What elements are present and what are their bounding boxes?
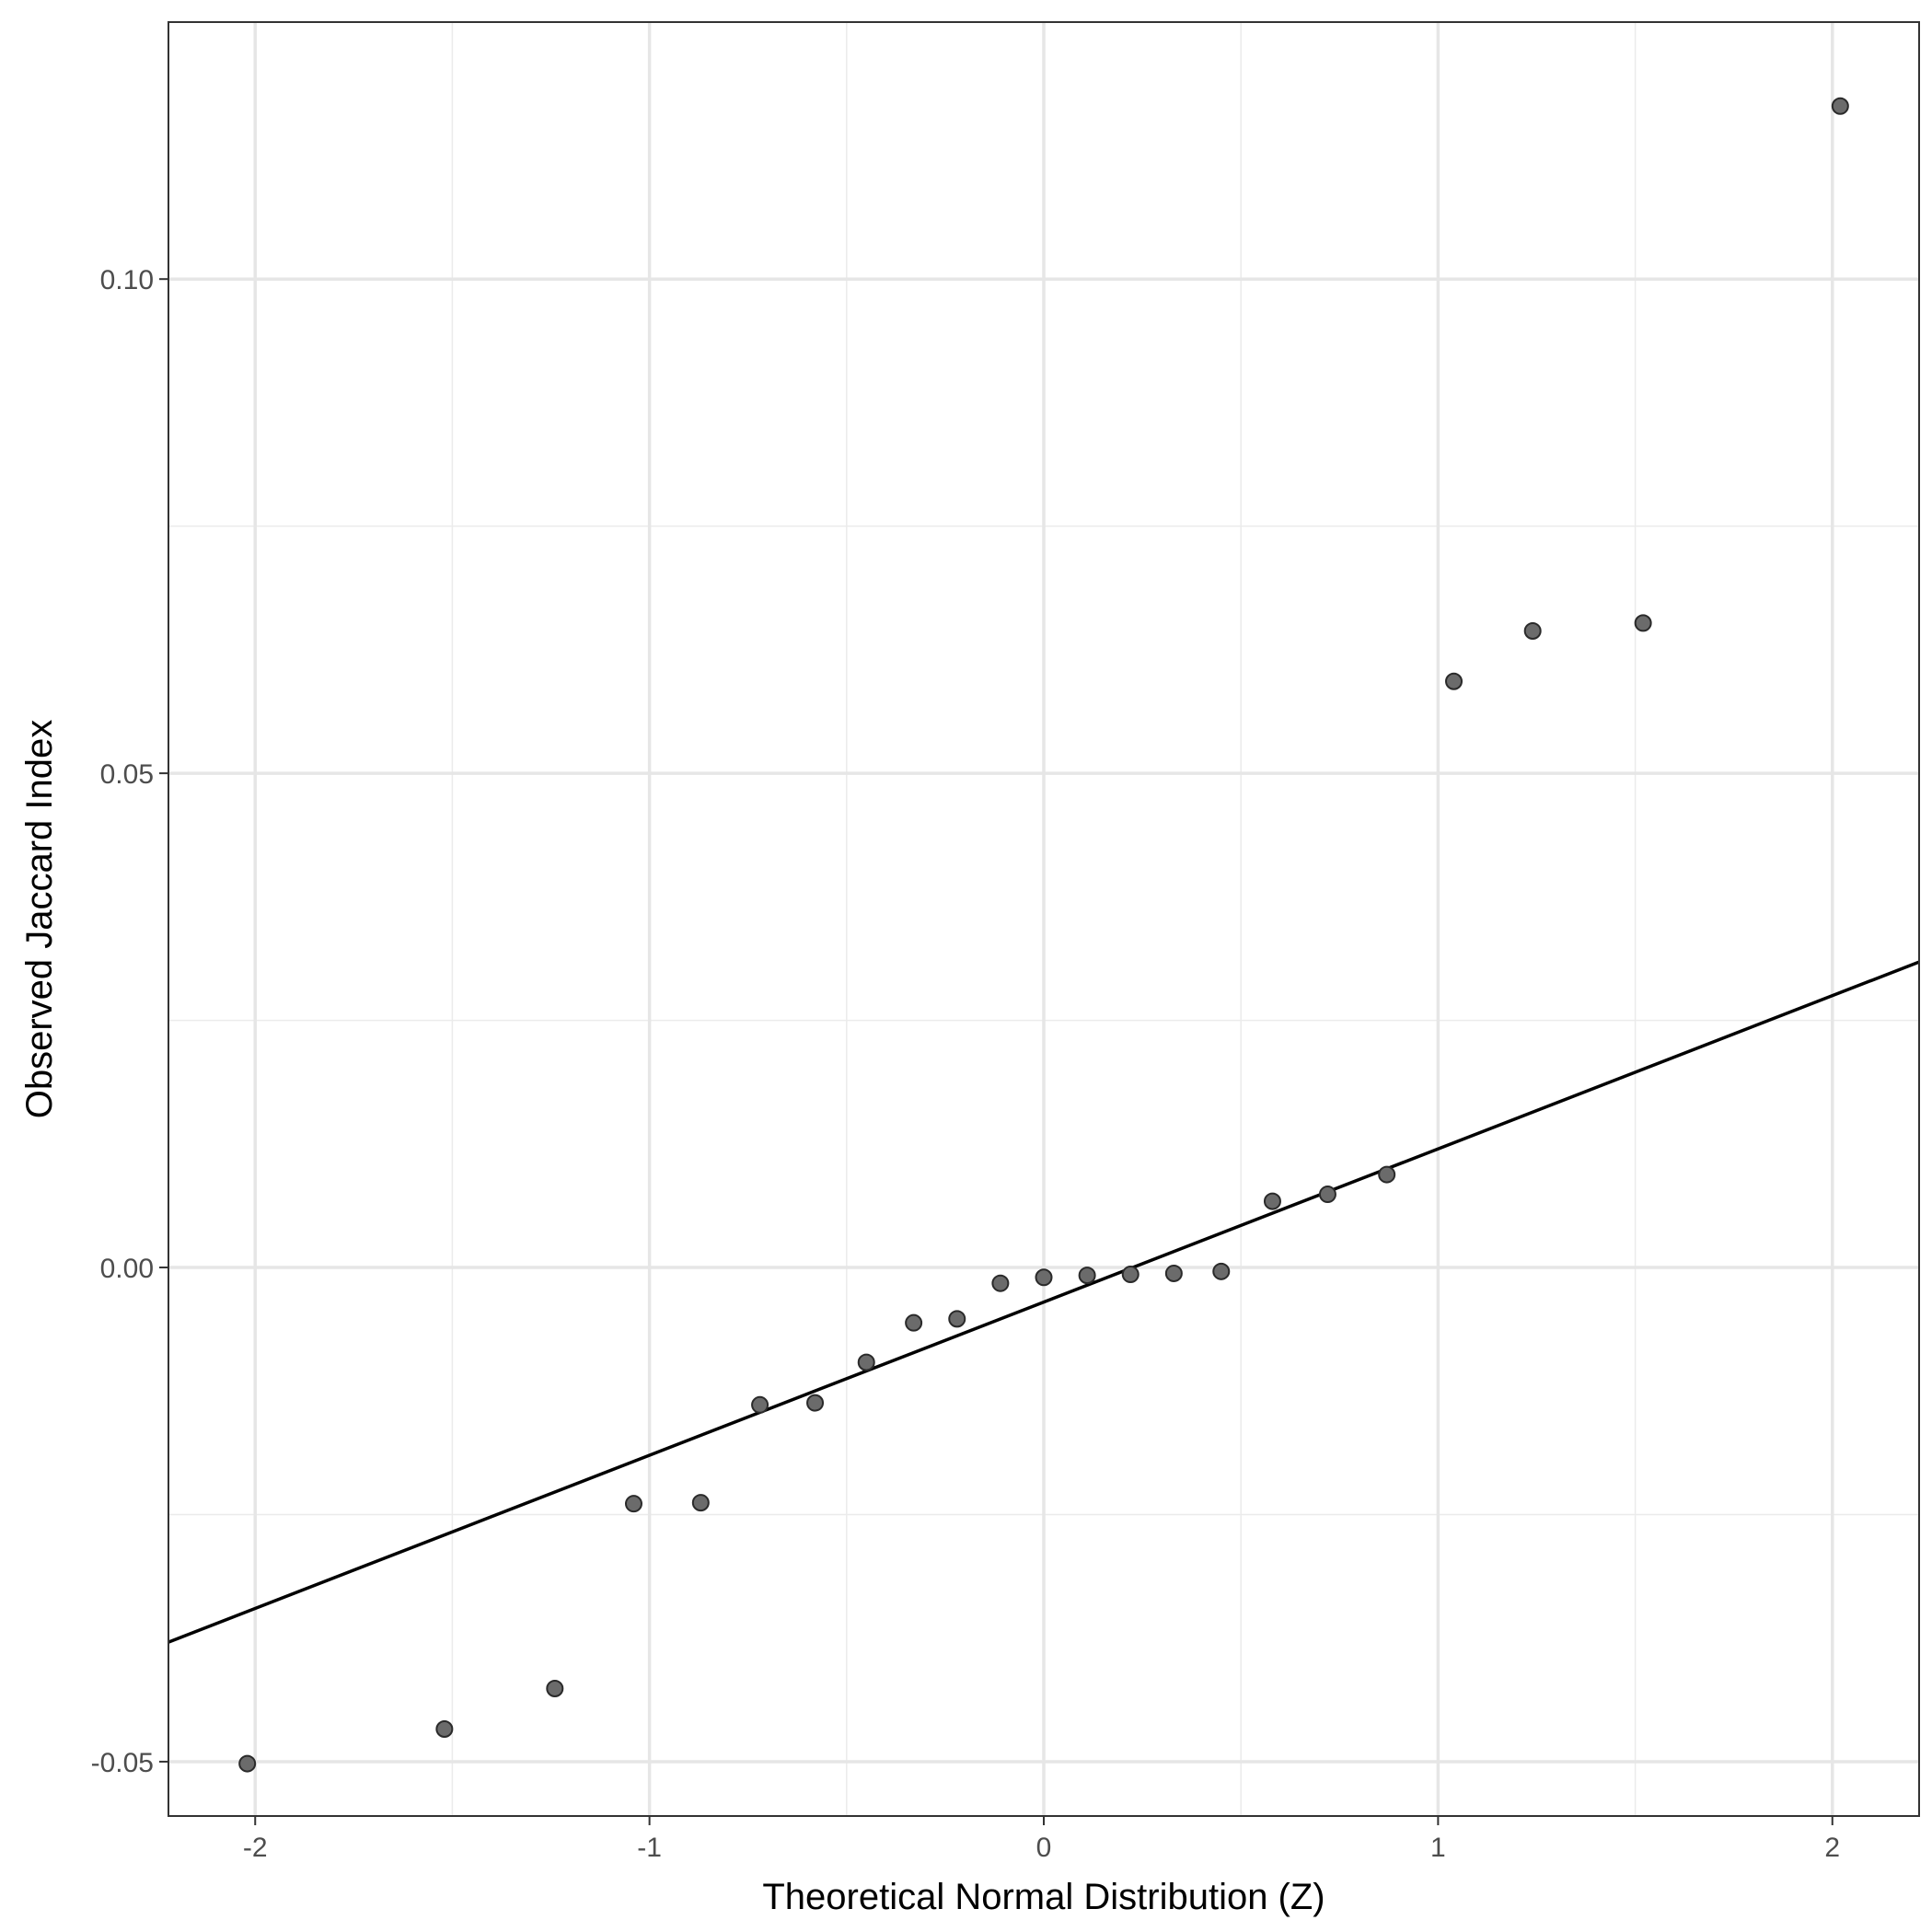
x-tick-label: 2: [1824, 1833, 1840, 1863]
x-tick-label: -2: [243, 1833, 268, 1863]
x-axis: -2 -1 0 1 2: [243, 1816, 1840, 1863]
data-point: [624, 1495, 642, 1513]
data-point: [991, 1274, 1010, 1292]
y-axis: -0.05 0.00 0.05 0.10: [91, 265, 168, 1778]
data-point: [1121, 1266, 1140, 1284]
data-point: [1523, 621, 1542, 640]
y-axis-title: Observed Jaccard Index: [19, 720, 60, 1119]
data-point: [691, 1494, 710, 1512]
data-point: [806, 1394, 825, 1412]
x-tick-label: 0: [1036, 1833, 1052, 1863]
data-point: [1378, 1165, 1396, 1184]
data-point: [857, 1353, 875, 1371]
data-point: [1078, 1267, 1096, 1285]
data-point: [751, 1395, 769, 1414]
y-tick-label: -0.05: [91, 1748, 154, 1778]
y-tick-label: 0.05: [100, 759, 154, 790]
data-point: [1212, 1262, 1231, 1280]
data-point: [1318, 1186, 1336, 1204]
reference-line-layer: [168, 960, 1920, 1644]
data-point: [1035, 1268, 1053, 1287]
y-tick-label: 0.10: [100, 265, 154, 295]
major-gridlines: [168, 22, 1919, 1816]
data-point: [905, 1313, 923, 1332]
data-point: [238, 1754, 257, 1773]
data-point: [948, 1310, 966, 1328]
data-point: [1831, 97, 1849, 115]
x-axis-title: Theoretical Normal Distribution (Z): [762, 1877, 1325, 1917]
data-points: [238, 97, 1849, 1773]
data-point: [1164, 1264, 1183, 1282]
y-tick-label: 0.00: [100, 1254, 154, 1284]
reference-line: [168, 960, 1920, 1644]
data-point: [435, 1720, 454, 1739]
data-point: [1445, 672, 1463, 690]
data-point: [1634, 614, 1652, 632]
data-point: [546, 1679, 564, 1697]
data-point: [1263, 1192, 1281, 1210]
x-tick-label: -1: [637, 1833, 662, 1863]
x-tick-label: 1: [1430, 1833, 1446, 1863]
